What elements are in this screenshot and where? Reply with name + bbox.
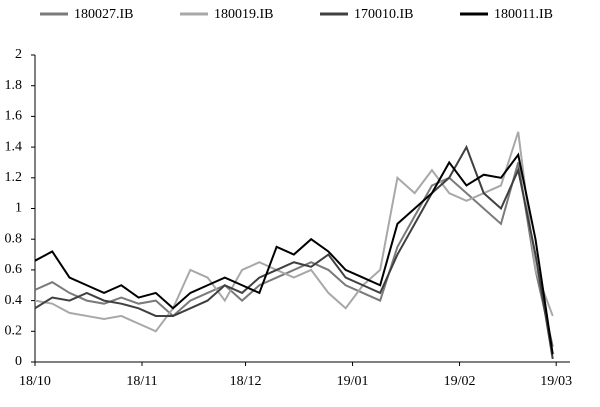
- x-tick-label: 18/11: [126, 374, 157, 389]
- y-tick-label: 0.2: [5, 324, 23, 339]
- x-tick-label: 19/03: [540, 374, 572, 389]
- y-tick-label: 0: [15, 354, 22, 369]
- x-tick-label: 18/12: [230, 374, 262, 389]
- y-tick-label: 0.8: [5, 231, 23, 246]
- y-tick-label: 1.4: [5, 139, 23, 154]
- y-tick-label: 1.8: [5, 78, 23, 93]
- legend-label: 180027.IB: [74, 7, 134, 22]
- y-tick-label: 1.6: [5, 109, 23, 124]
- series-line: [34, 144, 554, 360]
- series-line: [34, 152, 554, 355]
- legend-label: 180019.IB: [214, 7, 274, 22]
- legend-label: 180011.IB: [494, 7, 553, 22]
- y-tick-label: 0.6: [5, 262, 23, 277]
- x-tick-label: 18/10: [19, 374, 51, 389]
- legend-label: 170010.IB: [354, 7, 414, 22]
- y-tick-label: 2: [15, 47, 22, 62]
- x-tick-label: 19/01: [337, 374, 369, 389]
- x-tick-label: 19/02: [444, 374, 476, 389]
- y-tick-label: 1.2: [5, 170, 23, 185]
- y-tick-label: 0.4: [5, 293, 23, 308]
- y-tick-label: 1: [15, 201, 22, 216]
- series-line: [34, 131, 554, 333]
- series-line: [34, 162, 554, 347]
